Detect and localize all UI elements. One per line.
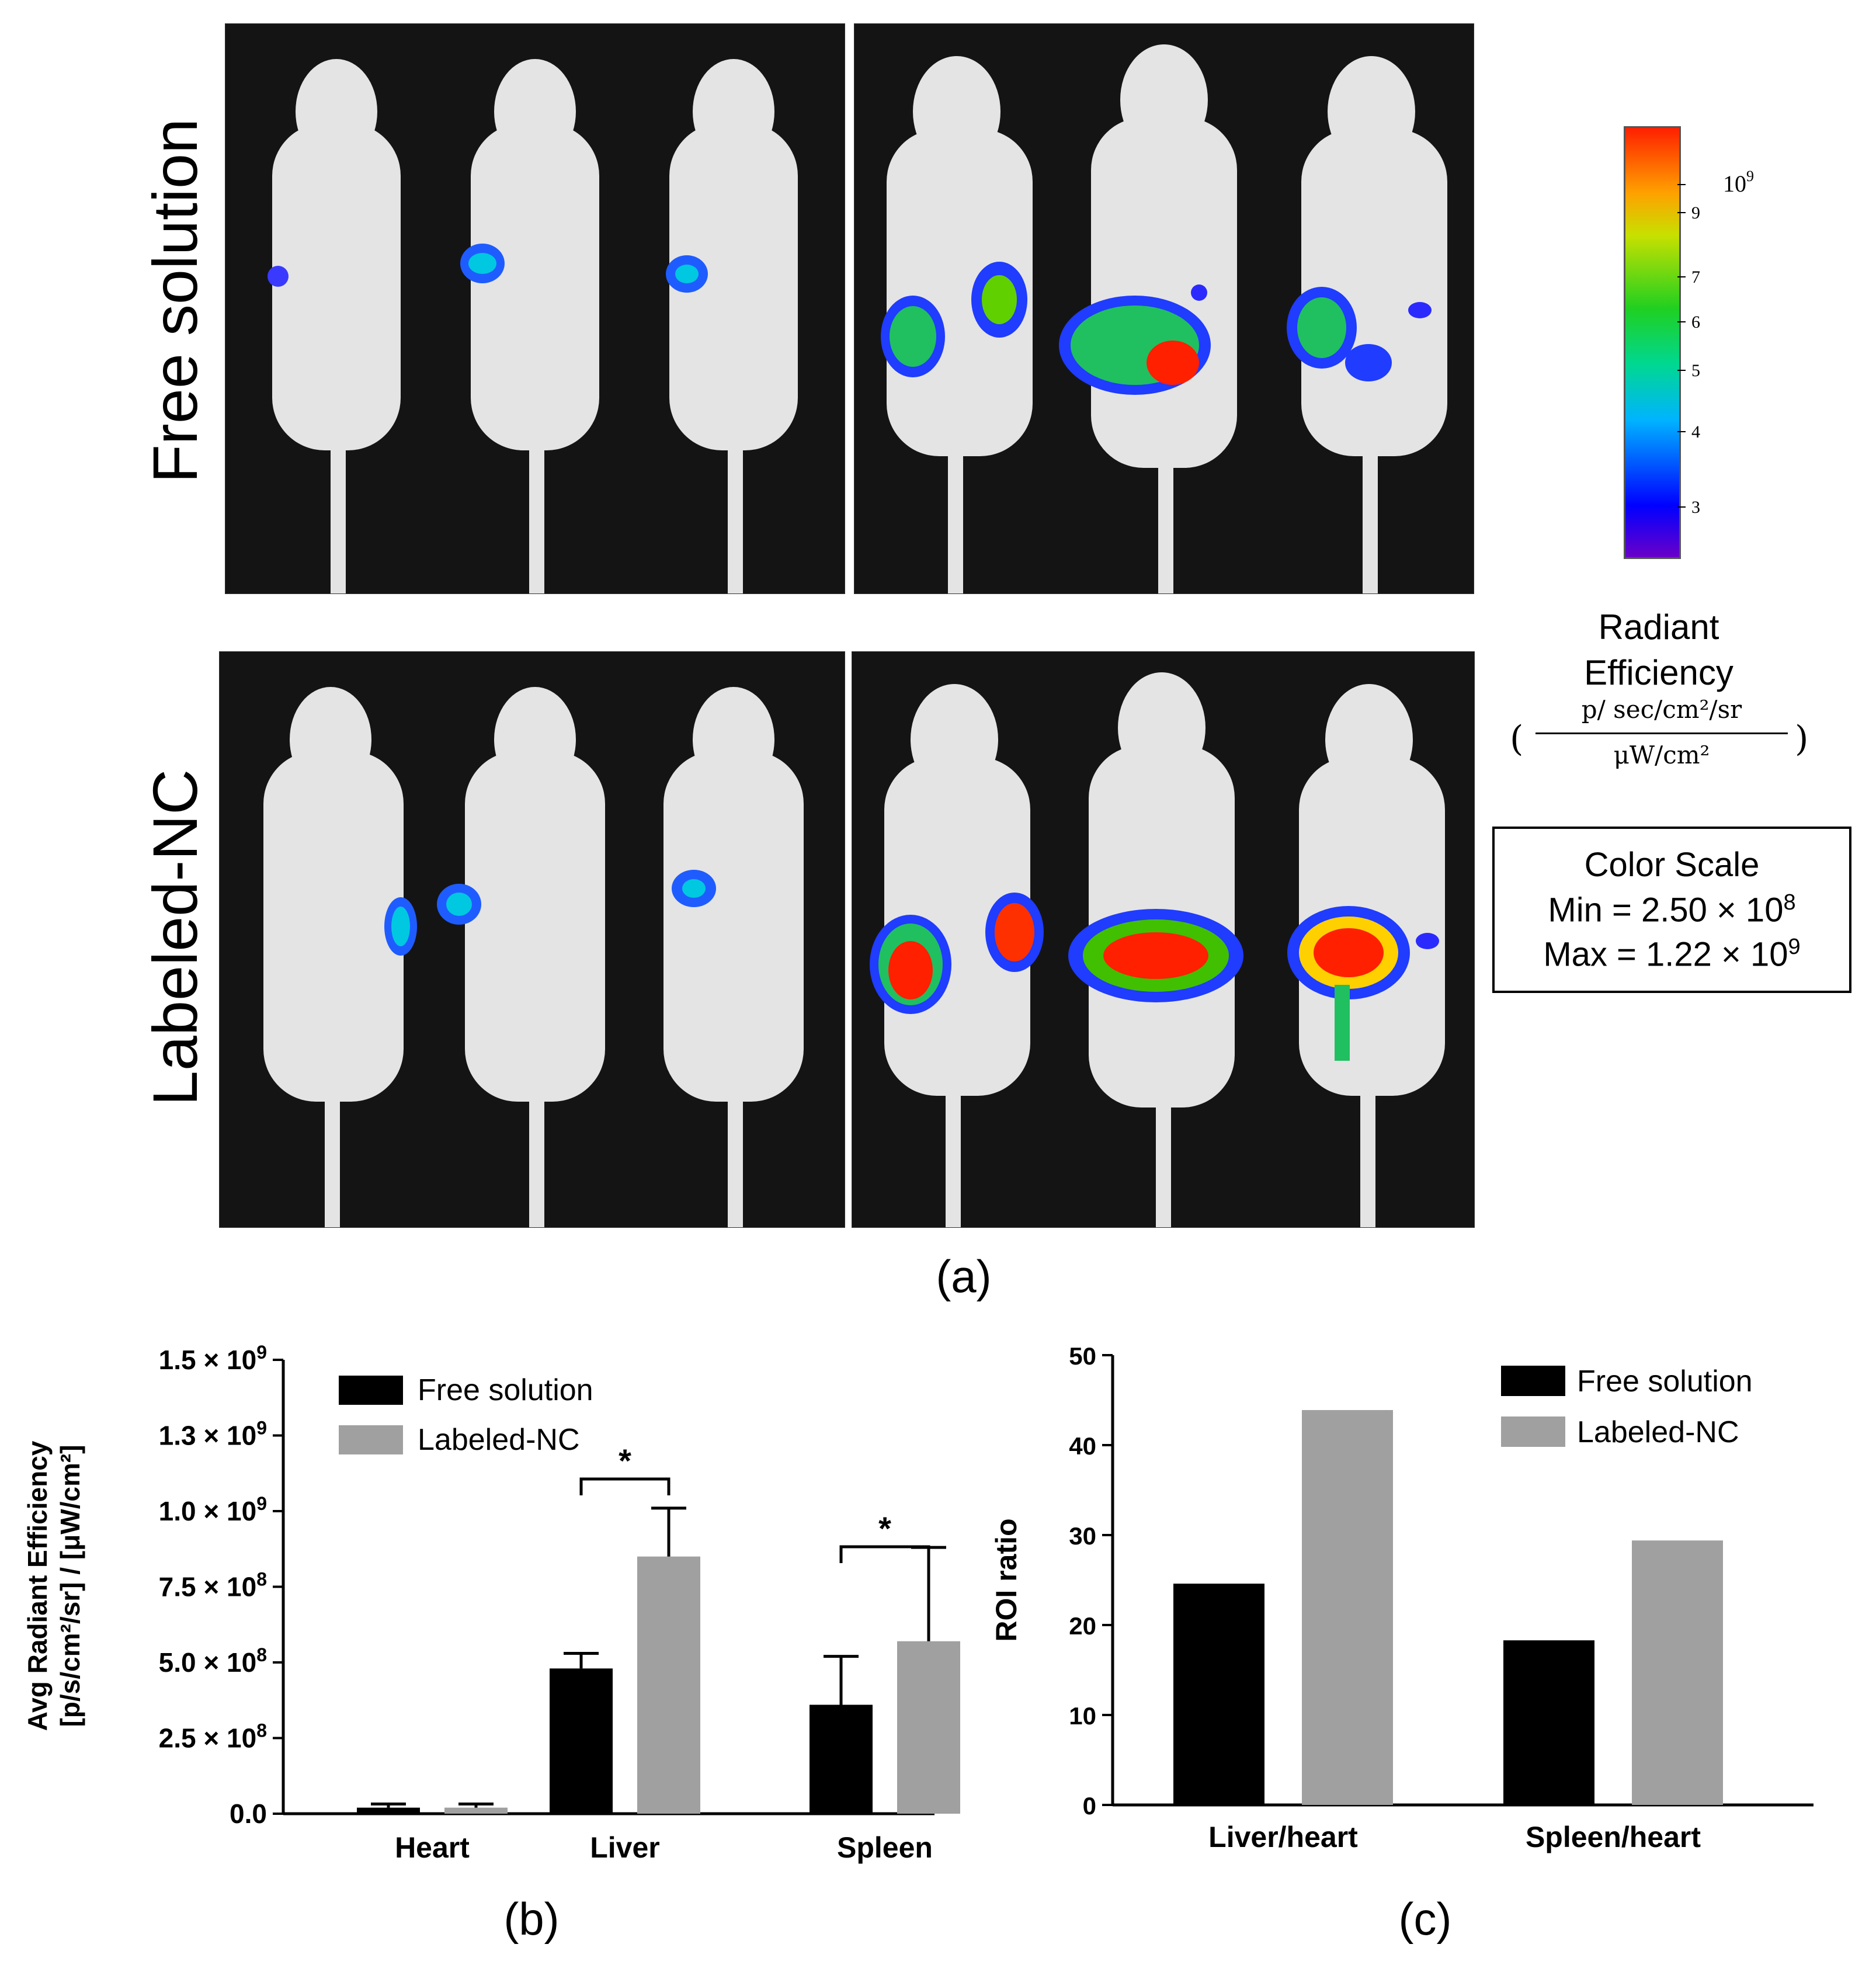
row-label-free-solution: Free solution — [140, 118, 210, 484]
colorbar-tick-label: 4 — [1691, 422, 1700, 442]
mice-illustration — [267, 59, 798, 593]
color-scale-min: Min = 2.50 × 108 — [1548, 890, 1796, 929]
legend-label: Labeled-NC — [1577, 1415, 1739, 1449]
y-tick-label: 7.5 × 108 — [159, 1569, 267, 1602]
bar — [810, 1704, 873, 1814]
color-scale-title: Color Scale — [1584, 846, 1760, 884]
bar — [1503, 1640, 1594, 1805]
x-tick-label: Heart — [395, 1831, 470, 1864]
bar — [897, 1641, 960, 1814]
colorbar-ticks: 109 9 7 6 5 4 3 — [1677, 168, 1754, 517]
legend-label: Free solution — [418, 1373, 593, 1407]
x-tick-label: Spleen/heart — [1526, 1821, 1701, 1853]
significance-star: * — [619, 1442, 631, 1479]
unit-paren-open: ( — [1510, 718, 1524, 759]
bar — [1632, 1540, 1723, 1805]
colorbar-tick-label: 3 — [1691, 498, 1700, 517]
colorbar-tick-label: 5 — [1691, 361, 1700, 380]
mice-image-nc-ventral — [852, 651, 1475, 1228]
legend-swatch — [1501, 1366, 1565, 1396]
color-scale-max: Max = 1.22 × 109 — [1543, 935, 1801, 974]
significance-bracket — [839, 1545, 930, 1563]
bar — [550, 1668, 613, 1814]
bar — [1173, 1584, 1264, 1805]
chart-b: 0.0 2.5 × 108 5.0 × 108 7.5 × 108 1.0 × 109 1… — [22, 1342, 960, 1864]
unit-denominator: μW/cm² — [1613, 741, 1710, 769]
colorbar — [1624, 126, 1681, 559]
mice-illustration — [881, 44, 1447, 593]
unit-numerator: p/ sec/cm²/sr — [1581, 695, 1742, 724]
x-tick-label: Liver/heart — [1208, 1821, 1358, 1853]
colorbar-unit: ( p/ sec/cm²/sr μW/cm² ) — [1510, 695, 1814, 783]
y-axis-label: Avg Radiant Efficiency[p/s/cm²/sr] / [μW… — [22, 1440, 85, 1731]
legend-swatch — [339, 1425, 403, 1454]
panel-a-label: (a) — [936, 1251, 992, 1302]
y-tick-label: 1.3 × 109 — [159, 1418, 267, 1451]
bar — [1302, 1409, 1393, 1805]
legend-label: Labeled-NC — [418, 1423, 580, 1457]
significance-star: * — [878, 1510, 891, 1547]
colorbar-top-label: 109 — [1723, 168, 1754, 197]
y-tick-label: 40 — [1069, 1432, 1096, 1460]
unit-fraction-bar — [1535, 732, 1788, 734]
bar — [444, 1807, 508, 1814]
bar — [357, 1807, 420, 1814]
color-scale-box: Color Scale Min = 2.50 × 108 Max = 1.22 … — [1492, 827, 1851, 993]
y-tick-label: 50 — [1069, 1342, 1096, 1370]
colorbar-tick-label: 7 — [1691, 268, 1700, 287]
y-tick-label: 0.0 — [230, 1799, 267, 1829]
mice-illustration — [870, 672, 1445, 1227]
x-tick-label: Liver — [590, 1831, 660, 1864]
mice-image-free-dorsal — [225, 23, 845, 594]
y-tick-label: 2.5 × 108 — [159, 1720, 267, 1754]
x-tick-label: Spleen — [837, 1831, 933, 1864]
significance-bracket — [579, 1477, 671, 1495]
legend-swatch — [1501, 1416, 1565, 1447]
y-tick-label: 0 — [1083, 1792, 1096, 1820]
y-tick-label: 10 — [1069, 1702, 1096, 1730]
y-axis-label: ROI ratio — [990, 1518, 1023, 1641]
mice-image-free-ventral — [854, 23, 1474, 594]
mice-illustration — [263, 687, 804, 1227]
colorbar-title-line2: Efficiency — [1584, 653, 1733, 692]
colorbar-title: Radiant Efficiency — [1495, 605, 1822, 696]
colorbar-tick-label: 9 — [1691, 203, 1700, 223]
unit-paren-close: ) — [1795, 718, 1809, 759]
y-tick-label: 5.0 × 108 — [159, 1644, 267, 1678]
row-label-labeled-nc: Labeled-NC — [140, 769, 210, 1106]
y-tick-label: 20 — [1069, 1612, 1096, 1640]
colorbar-tick-label: 6 — [1691, 313, 1700, 332]
y-tick-label: 1.0 × 109 — [159, 1493, 267, 1526]
bar — [637, 1556, 700, 1814]
panel-c-label: (c) — [1398, 1893, 1452, 1945]
mice-image-nc-dorsal — [219, 651, 845, 1228]
legend-swatch — [339, 1376, 403, 1405]
legend-label: Free solution — [1577, 1365, 1753, 1398]
y-tick-label: 1.5 × 109 — [159, 1342, 267, 1375]
colorbar-title-line1: Radiant — [1598, 607, 1719, 647]
panel-b-label: (b) — [503, 1893, 560, 1945]
chart-c: 0 10 20 30 40 50 ROI ratio Liver/heart Spleen/he… — [990, 1342, 1814, 1853]
y-tick-label: 30 — [1069, 1522, 1096, 1550]
